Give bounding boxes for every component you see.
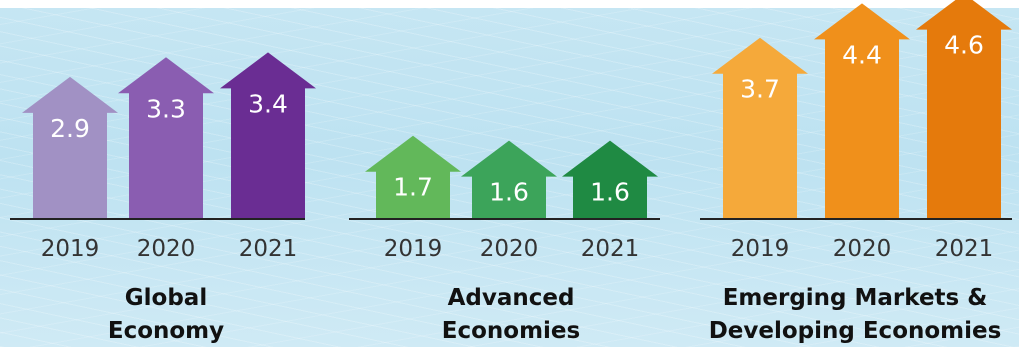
chart-panel-1: 2.9 2019 3.3 2020 3.4 2021 Global Economy bbox=[10, 52, 316, 344]
bar-arrow bbox=[562, 140, 658, 219]
x-tick-label: 2020 bbox=[137, 236, 196, 262]
bar-arrow bbox=[22, 76, 118, 220]
bar-arrow bbox=[461, 140, 557, 219]
x-tick-label: 2019 bbox=[384, 236, 443, 262]
data-label: 3.4 bbox=[248, 89, 288, 118]
data-label: 4.4 bbox=[842, 40, 882, 69]
x-tick-label: 2021 bbox=[935, 236, 994, 262]
group-title-line: Economy bbox=[108, 318, 224, 344]
bar-arrow bbox=[814, 3, 910, 220]
data-label: 3.7 bbox=[740, 75, 780, 104]
data-label: 4.6 bbox=[944, 31, 984, 60]
x-tick-label: 2021 bbox=[581, 236, 640, 262]
chart-panel-3: 3.7 2019 4.4 2020 4.6 2021 Emerging Markets & D… bbox=[700, 0, 1012, 344]
x-tick-label: 2021 bbox=[239, 236, 298, 262]
bar-arrow bbox=[118, 57, 214, 219]
group-title-line: Economies bbox=[442, 318, 580, 344]
bar-arrow bbox=[712, 37, 808, 220]
x-tick-label: 2020 bbox=[833, 236, 892, 262]
data-label: 3.3 bbox=[146, 94, 186, 123]
x-tick-label: 2020 bbox=[480, 236, 539, 262]
group-title-line: Emerging Markets & bbox=[723, 285, 988, 311]
top-border bbox=[0, 0, 1019, 8]
bar-arrow bbox=[916, 0, 1012, 219]
group-title-line: Global bbox=[125, 285, 207, 311]
bar-arrow bbox=[220, 52, 316, 220]
group-title-line: Developing Economies bbox=[709, 318, 1002, 344]
x-tick-label: 2019 bbox=[731, 236, 790, 262]
bar-arrow bbox=[365, 135, 461, 219]
data-label: 1.6 bbox=[590, 178, 630, 207]
data-label: 2.9 bbox=[50, 114, 90, 143]
data-label: 1.6 bbox=[489, 178, 529, 207]
group-title-line: Advanced bbox=[448, 285, 575, 311]
x-tick-label: 2019 bbox=[41, 236, 100, 262]
data-label: 1.7 bbox=[393, 173, 433, 202]
